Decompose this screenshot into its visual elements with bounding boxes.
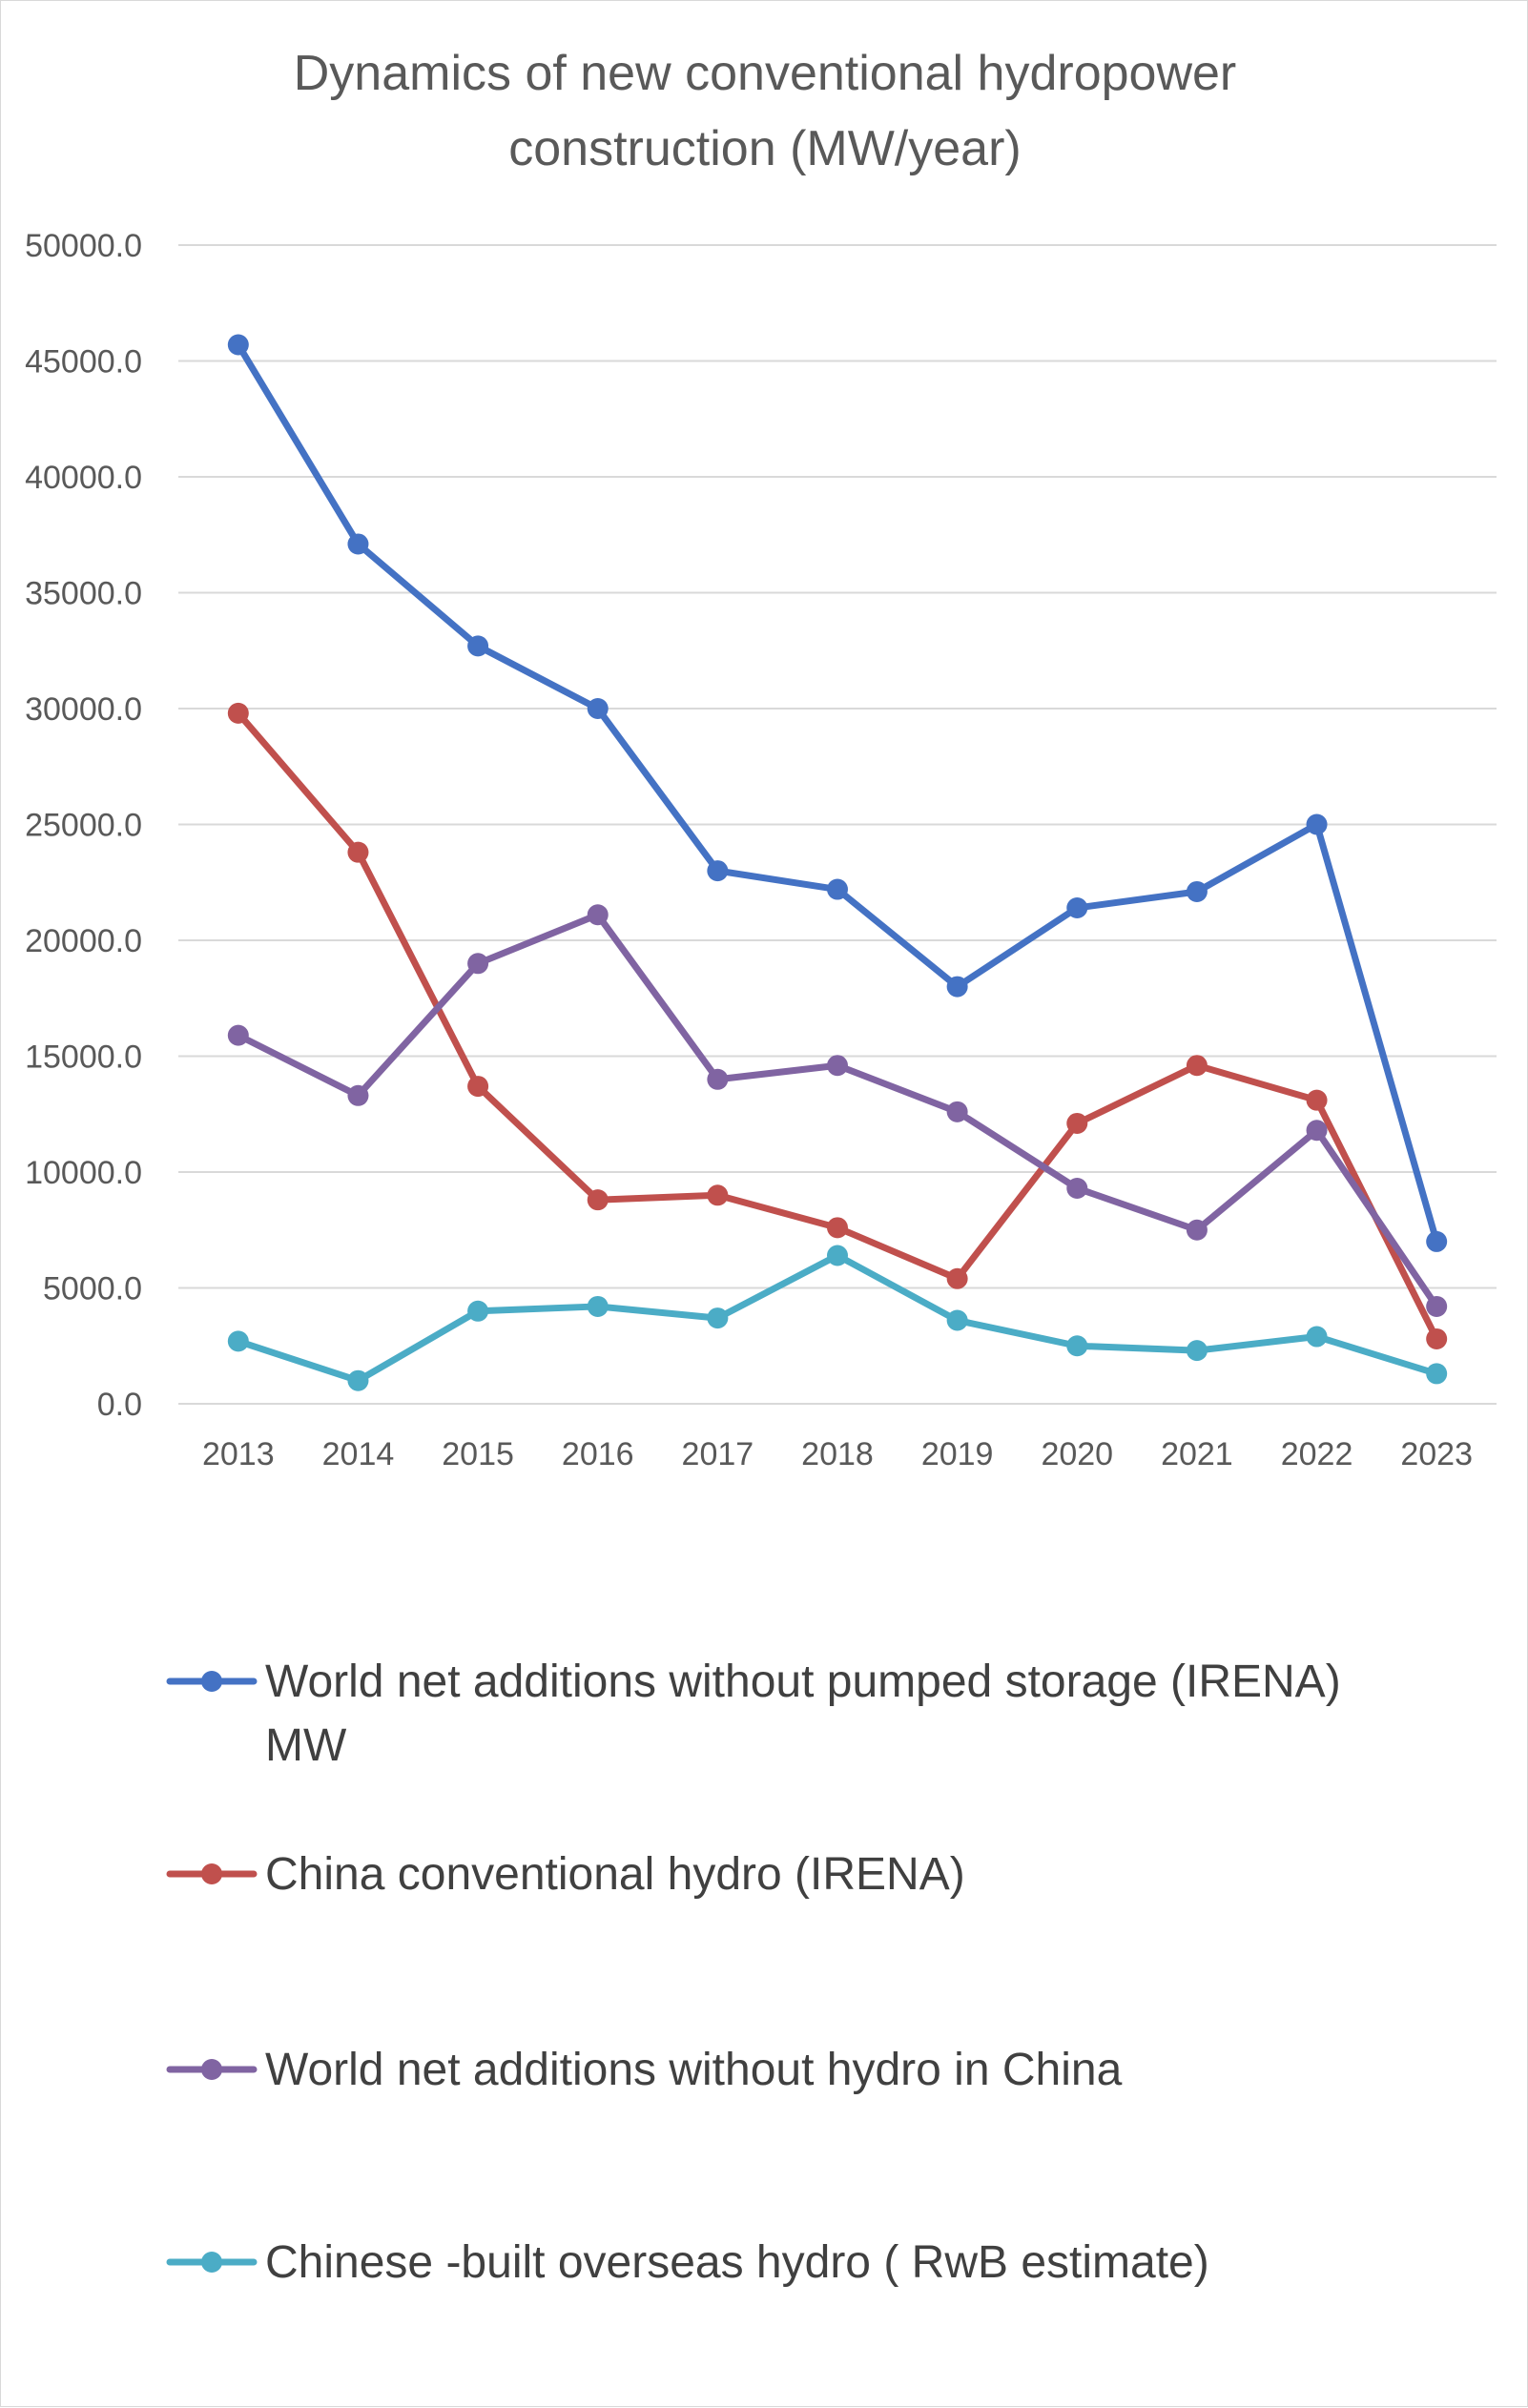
legend-swatch-marker (201, 2252, 222, 2273)
x-tick-label: 2014 (322, 1436, 395, 1472)
legend-item: World net additions without pumped stora… (166, 1657, 1341, 1771)
plot-area (227, 334, 1448, 1391)
x-tick-label: 2013 (202, 1436, 275, 1472)
series-line (235, 340, 1440, 1245)
data-point (467, 953, 489, 975)
data-point (1066, 1112, 1088, 1134)
legend-label: World net additions without pumped stora… (265, 1657, 1341, 1707)
data-point (347, 1369, 369, 1391)
legend-item: World net additions without hydro in Chi… (166, 2045, 1123, 2095)
series-3 (227, 904, 1448, 1317)
data-point (707, 1068, 729, 1090)
legend-item: China conventional hydro (IRENA) (166, 1849, 965, 1900)
data-point (707, 1184, 729, 1206)
chart-title-line-1: Dynamics of new conventional hydropower (294, 46, 1237, 101)
x-tick-label: 2023 (1400, 1436, 1473, 1472)
data-point (1306, 1326, 1328, 1348)
data-point (1306, 1120, 1328, 1142)
data-point (946, 1267, 968, 1289)
legend-item: Chinese -built overseas hydro ( RwB esti… (166, 2237, 1209, 2288)
y-tick-label: 35000.0 (25, 576, 142, 612)
x-axis-tick-labels: 2013 2014 2015 2016 2017 2018 2019 2020 2021 2022… (202, 1436, 1473, 1472)
x-tick-label: 2015 (442, 1436, 514, 1472)
series-1 (227, 334, 1448, 1252)
data-point (347, 533, 369, 555)
x-tick-label: 2019 (921, 1436, 994, 1472)
series-4 (227, 1245, 1448, 1391)
y-axis-tick-labels: 0.0 5000.0 10000.0 15000.0 20000.0 25000.0 300… (25, 228, 142, 1423)
data-point (587, 1295, 609, 1317)
data-point (1426, 1327, 1448, 1349)
y-tick-label: 30000.0 (25, 691, 142, 728)
y-tick-label: 25000.0 (25, 808, 142, 844)
data-point (827, 878, 848, 900)
data-point (827, 1217, 848, 1239)
data-point (1066, 1178, 1088, 1200)
data-point (1426, 1230, 1448, 1252)
chart-title: Dynamics of new conventional hydropower … (294, 46, 1237, 176)
grid-lines (178, 244, 1497, 1405)
data-point (587, 1189, 609, 1211)
x-tick-label: 2021 (1161, 1436, 1233, 1472)
data-point (827, 1245, 848, 1266)
y-tick-label: 5000.0 (43, 1271, 142, 1307)
legend-label: Chinese -built overseas hydro ( RwB esti… (265, 2237, 1209, 2288)
data-point (946, 1309, 968, 1331)
data-point (227, 1024, 249, 1046)
data-point (587, 904, 609, 926)
data-point (1426, 1363, 1448, 1385)
x-tick-label: 2020 (1041, 1436, 1113, 1472)
legend: World net additions without pumped stora… (166, 1657, 1341, 2288)
data-point (1426, 1295, 1448, 1317)
y-tick-label: 45000.0 (25, 344, 142, 381)
legend-swatch-marker (201, 2059, 222, 2080)
x-tick-label: 2018 (801, 1436, 874, 1472)
legend-swatch-marker (201, 1671, 222, 1692)
data-point (1066, 1335, 1088, 1357)
data-point (1066, 896, 1088, 918)
y-tick-label: 0.0 (97, 1387, 142, 1423)
data-point (467, 1076, 489, 1098)
x-tick-label: 2016 (562, 1436, 634, 1472)
data-point (1186, 1219, 1208, 1241)
y-tick-label: 20000.0 (25, 923, 142, 959)
x-tick-label: 2022 (1281, 1436, 1353, 1472)
legend-swatch-marker (201, 1863, 222, 1884)
chart-title-line-2: construction (MW/year) (508, 121, 1021, 176)
data-point (1186, 880, 1208, 902)
data-point (467, 635, 489, 657)
y-tick-label: 40000.0 (25, 460, 142, 496)
y-tick-label: 15000.0 (25, 1039, 142, 1076)
data-point (467, 1300, 489, 1322)
data-point (227, 1330, 249, 1352)
data-point (347, 1084, 369, 1106)
data-point (827, 1055, 848, 1077)
data-point (227, 334, 249, 356)
data-point (946, 1101, 968, 1122)
data-point (1186, 1055, 1208, 1077)
legend-label: World net additions without hydro in Chi… (265, 2045, 1123, 2095)
legend-label: China conventional hydro (IRENA) (265, 1849, 965, 1900)
data-point (227, 702, 249, 724)
y-tick-label: 50000.0 (25, 228, 142, 264)
data-point (1306, 1089, 1328, 1111)
data-point (347, 841, 369, 863)
data-point (707, 860, 729, 882)
x-tick-label: 2017 (682, 1436, 754, 1472)
data-point (946, 976, 968, 998)
data-point (1186, 1340, 1208, 1362)
y-tick-label: 10000.0 (25, 1155, 142, 1191)
data-point (1306, 813, 1328, 835)
data-point (587, 698, 609, 719)
legend-label: MW (265, 1720, 347, 1771)
series-line (235, 1251, 1440, 1385)
data-point (707, 1307, 729, 1329)
